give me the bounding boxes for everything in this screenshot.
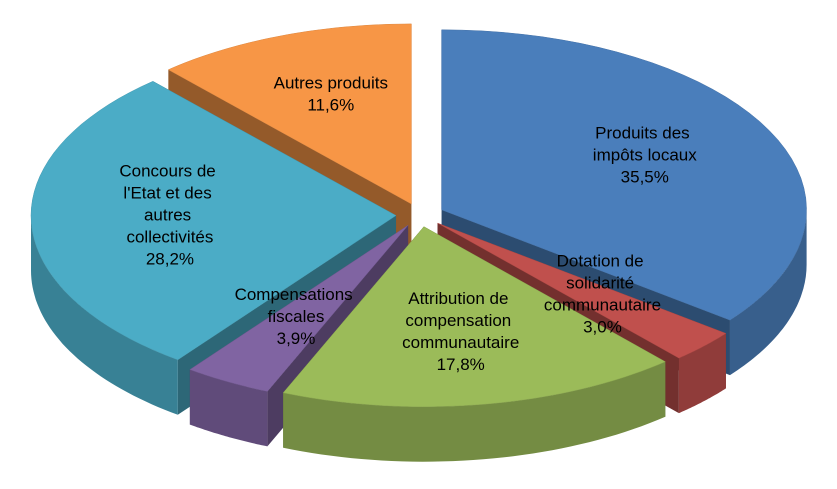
slice-top xyxy=(282,226,666,407)
category-label: Attribution de compensation communautair… xyxy=(402,289,519,352)
value-label: 3,0% xyxy=(583,317,622,336)
value-label: 28,2% xyxy=(146,249,194,268)
slice xyxy=(30,81,397,415)
slice-wall xyxy=(189,369,268,447)
value-label: 17,8% xyxy=(437,355,485,374)
slice-top xyxy=(437,222,727,359)
category-label: Dotation de solidarité communautaire xyxy=(544,251,661,314)
slice xyxy=(282,226,666,462)
slice-wall xyxy=(730,209,807,376)
category-label: Autres produits xyxy=(274,74,388,93)
slice-wall xyxy=(31,215,178,415)
slice-wall xyxy=(283,361,666,462)
category-label: Compensations fiscales xyxy=(235,285,358,326)
value-label: 11,6% xyxy=(307,96,354,115)
category-label: Concours de l'Etat et des autres collect… xyxy=(119,161,220,246)
slice-top xyxy=(30,81,397,361)
category-label: Produits des impôts locaux xyxy=(593,124,697,165)
value-label: 3,9% xyxy=(277,329,316,348)
slice-wall xyxy=(678,333,726,414)
slice-top xyxy=(167,23,412,205)
slice-top xyxy=(441,29,807,321)
value-label: 35,5% xyxy=(621,168,669,187)
slice-top xyxy=(189,225,409,392)
